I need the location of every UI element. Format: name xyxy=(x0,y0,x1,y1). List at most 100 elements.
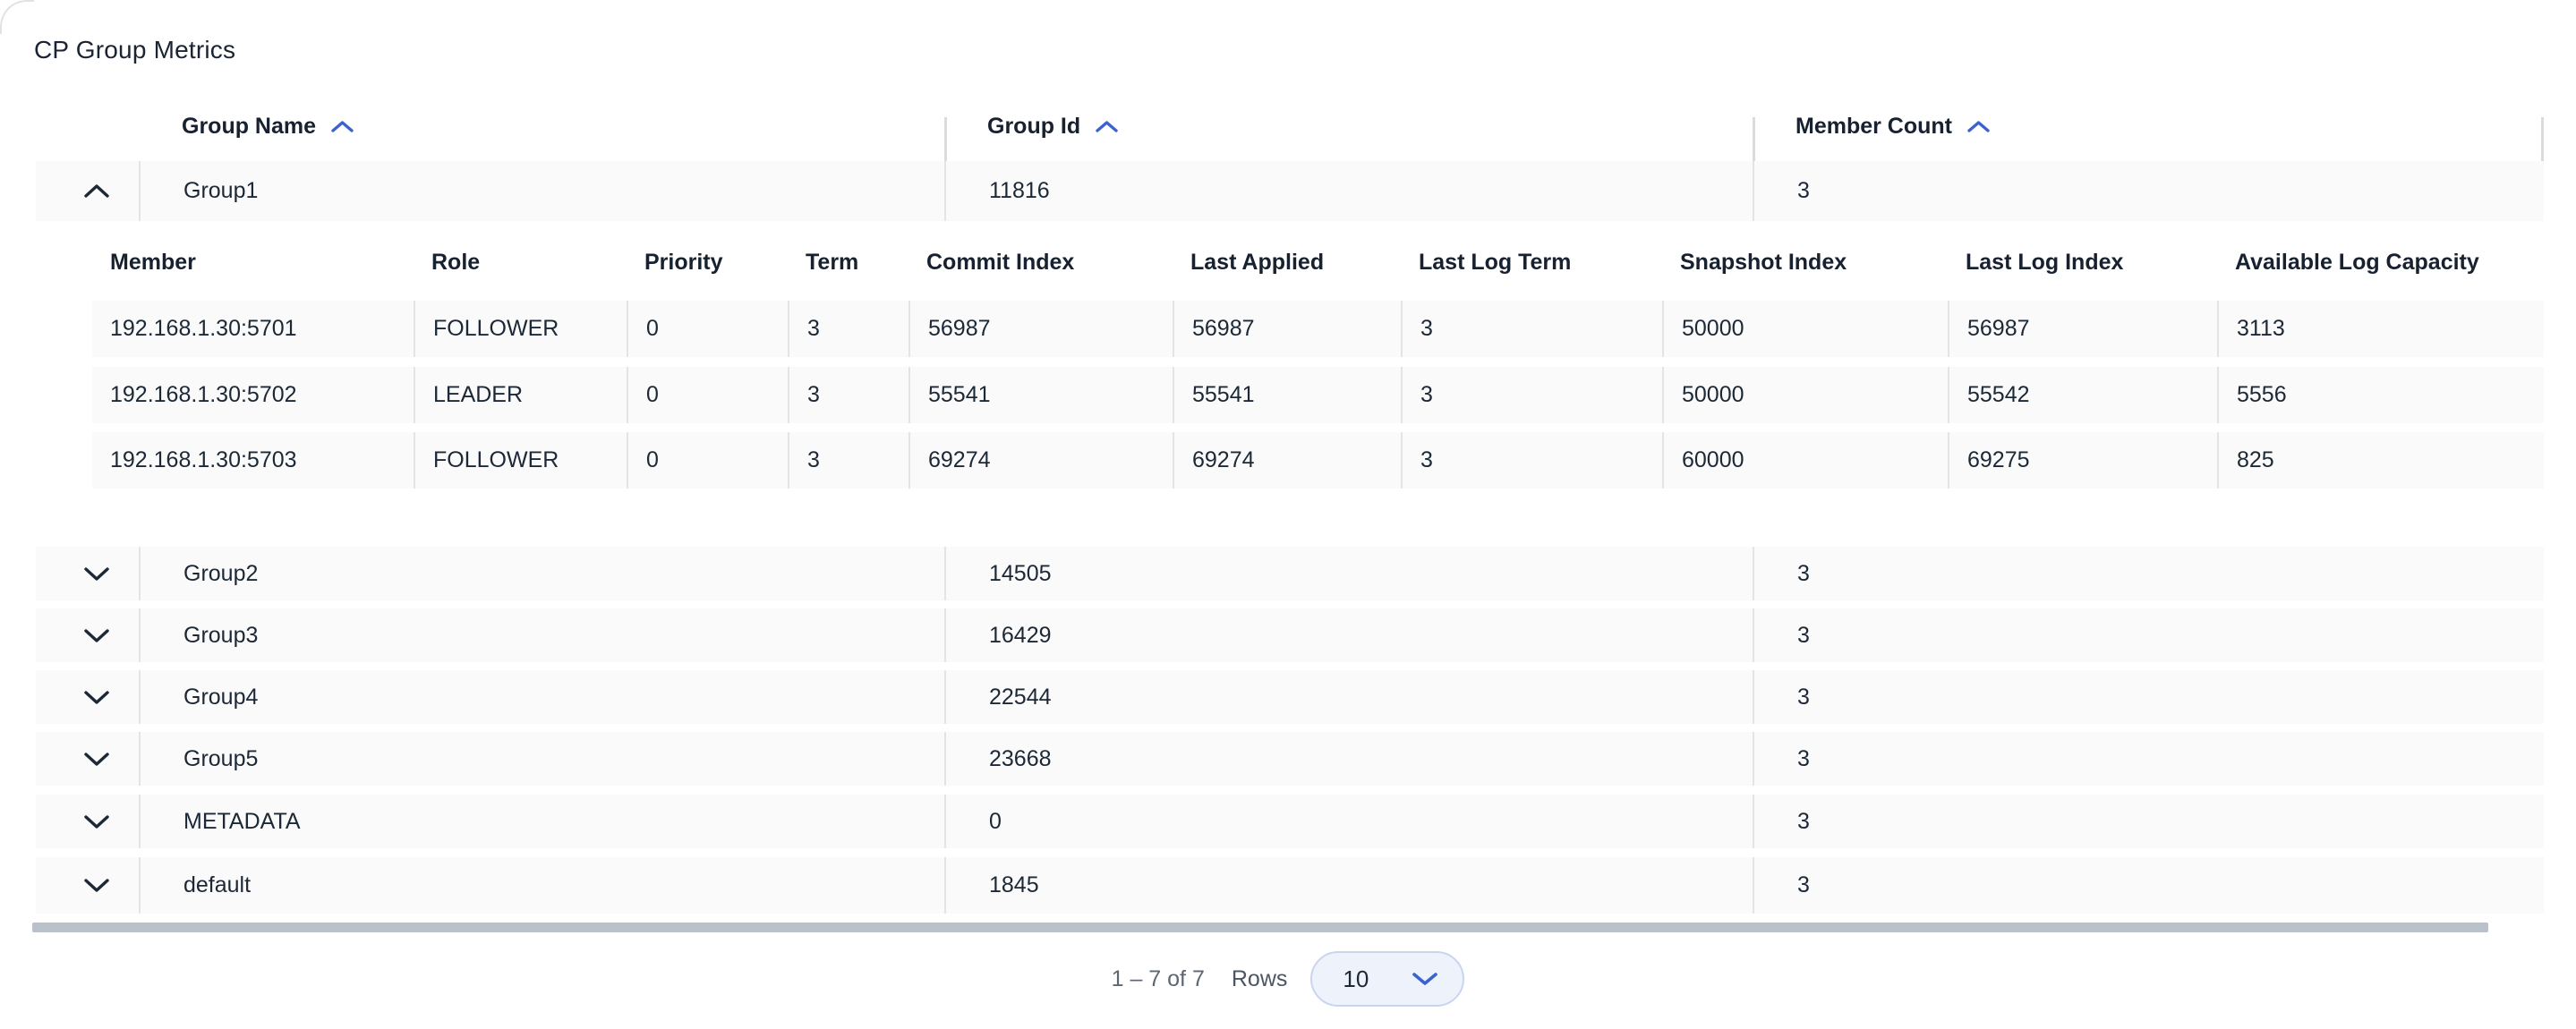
member-table-header-cell: Last Applied xyxy=(1190,249,1325,275)
collapse-toggle[interactable] xyxy=(45,161,148,221)
group-row[interactable]: default 1845 3 xyxy=(36,857,2544,914)
last-log-term-cell: 3 xyxy=(1401,367,1662,423)
member-row: 192.168.1.30:5702 LEADER 0 3 55541 55541… xyxy=(92,367,2544,423)
column-header-group-id[interactable]: Group Id xyxy=(944,113,1753,162)
member-count-cell: 3 xyxy=(1753,857,2544,914)
group-row[interactable]: Group2 14505 3 xyxy=(36,547,2544,600)
group-id-cell: 23668 xyxy=(944,732,1753,786)
snapshot-index-cell: 60000 xyxy=(1662,432,1948,489)
column-header-member-count[interactable]: Member Count xyxy=(1753,113,2544,162)
pagination-bar: 1 – 7 of 7 Rows 10 xyxy=(0,950,2576,1008)
header-separator xyxy=(2541,116,2544,162)
chevron-down-icon xyxy=(83,690,110,705)
column-header-group-name[interactable]: Group Name xyxy=(139,114,944,140)
group-name-cell: METADATA xyxy=(139,795,944,848)
expand-toggle[interactable] xyxy=(45,670,148,724)
member-count-cell: 3 xyxy=(1753,547,2544,600)
last-log-term-cell: 3 xyxy=(1401,432,1662,489)
last-log-index-cell: 55542 xyxy=(1948,367,2217,423)
expand-toggle[interactable] xyxy=(45,795,148,848)
group-id-cell: 22544 xyxy=(944,670,1753,724)
rows-per-page-value: 10 xyxy=(1343,965,1369,992)
sort-asc-icon xyxy=(1095,120,1119,133)
group-name-cell: default xyxy=(139,857,944,914)
member-table-header-cell: Term xyxy=(806,249,859,275)
priority-cell: 0 xyxy=(627,432,788,489)
last-log-term-cell: 3 xyxy=(1401,301,1662,357)
group-table-header: Group Name Group Id Member Count xyxy=(36,100,2544,162)
member-table-header-cell: Priority xyxy=(644,249,723,275)
commit-index-cell: 55541 xyxy=(908,367,1173,423)
priority-cell: 0 xyxy=(627,301,788,357)
chevron-down-icon xyxy=(1411,971,1439,987)
member-row: 192.168.1.30:5703 FOLLOWER 0 3 69274 692… xyxy=(92,432,2544,489)
member-table-header-cell: Snapshot Index xyxy=(1680,249,1847,275)
member-count-cell: 3 xyxy=(1753,161,2544,221)
last-applied-cell: 55541 xyxy=(1173,367,1401,423)
member-table-header-cell: Commit Index xyxy=(926,249,1075,275)
role-cell: LEADER xyxy=(414,367,627,423)
last-log-index-cell: 69275 xyxy=(1948,432,2217,489)
group-name-cell: Group4 xyxy=(139,670,944,724)
member-count-cell: 3 xyxy=(1753,732,2544,786)
last-applied-cell: 56987 xyxy=(1173,301,1401,357)
column-header-label: Group Id xyxy=(987,113,1081,139)
group-name-cell: Group1 xyxy=(139,161,944,221)
group-row[interactable]: Group3 16429 3 xyxy=(36,608,2544,662)
pagination-range-label: 1 – 7 of 7 xyxy=(1111,965,1205,991)
chevron-down-icon xyxy=(83,628,110,643)
expand-toggle[interactable] xyxy=(45,732,148,786)
sort-asc-icon xyxy=(330,120,354,133)
group-name-cell: Group5 xyxy=(139,732,944,786)
member-count-cell: 3 xyxy=(1753,608,2544,662)
member-table-header-cell: Available Log Capacity xyxy=(2235,249,2479,275)
expand-toggle[interactable] xyxy=(45,547,148,600)
member-table-header-cell: Member xyxy=(110,249,196,275)
member-count-cell: 3 xyxy=(1753,670,2544,724)
chevron-down-icon xyxy=(83,752,110,767)
group-row[interactable]: METADATA 0 3 xyxy=(36,795,2544,848)
chevron-down-icon xyxy=(83,878,110,893)
rows-per-page-label: Rows xyxy=(1231,965,1288,991)
commit-index-cell: 56987 xyxy=(908,301,1173,357)
card-corner-border xyxy=(0,0,34,34)
role-cell: FOLLOWER xyxy=(414,432,627,489)
group-id-cell: 11816 xyxy=(944,161,1753,221)
expand-toggle[interactable] xyxy=(45,608,148,662)
last-log-index-cell: 56987 xyxy=(1948,301,2217,357)
horizontal-scrollbar[interactable] xyxy=(32,923,2488,932)
available-log-capacity-cell: 3113 xyxy=(2217,301,2544,357)
snapshot-index-cell: 50000 xyxy=(1662,301,1948,357)
group-id-cell: 0 xyxy=(944,795,1753,848)
member-table-header: Member Role Priority Term Commit Index L… xyxy=(92,229,2544,295)
rows-per-page-select[interactable]: 10 xyxy=(1310,951,1465,1007)
term-cell: 3 xyxy=(788,432,908,489)
member-table-header-cell: Last Log Index xyxy=(1966,249,2124,275)
chevron-down-icon xyxy=(83,566,110,582)
group-row[interactable]: Group1 11816 3 xyxy=(36,161,2544,221)
sort-asc-icon xyxy=(1966,120,1991,133)
last-applied-cell: 69274 xyxy=(1173,432,1401,489)
member-table-header-cell: Role xyxy=(431,249,481,275)
group-id-cell: 14505 xyxy=(944,547,1753,600)
column-header-label: Member Count xyxy=(1796,113,1952,139)
group-row[interactable]: Group4 22544 3 xyxy=(36,670,2544,724)
member-table-header-cell: Last Log Term xyxy=(1419,249,1572,275)
group-row[interactable]: Group5 23668 3 xyxy=(36,732,2544,786)
chevron-up-icon xyxy=(83,183,110,199)
group-name-cell: Group3 xyxy=(139,608,944,662)
expand-toggle[interactable] xyxy=(45,857,148,914)
commit-index-cell: 69274 xyxy=(908,432,1173,489)
member-row: 192.168.1.30:5701 FOLLOWER 0 3 56987 569… xyxy=(92,301,2544,357)
term-cell: 3 xyxy=(788,301,908,357)
chevron-down-icon xyxy=(83,814,110,829)
available-log-capacity-cell: 825 xyxy=(2217,432,2544,489)
member-cell: 192.168.1.30:5703 xyxy=(110,447,297,472)
member-cell: 192.168.1.30:5701 xyxy=(110,316,297,341)
header-separator xyxy=(944,116,947,162)
group-name-cell: Group2 xyxy=(139,547,944,600)
role-cell: FOLLOWER xyxy=(414,301,627,357)
snapshot-index-cell: 50000 xyxy=(1662,367,1948,423)
member-count-cell: 3 xyxy=(1753,795,2544,848)
header-separator xyxy=(1753,116,1755,162)
